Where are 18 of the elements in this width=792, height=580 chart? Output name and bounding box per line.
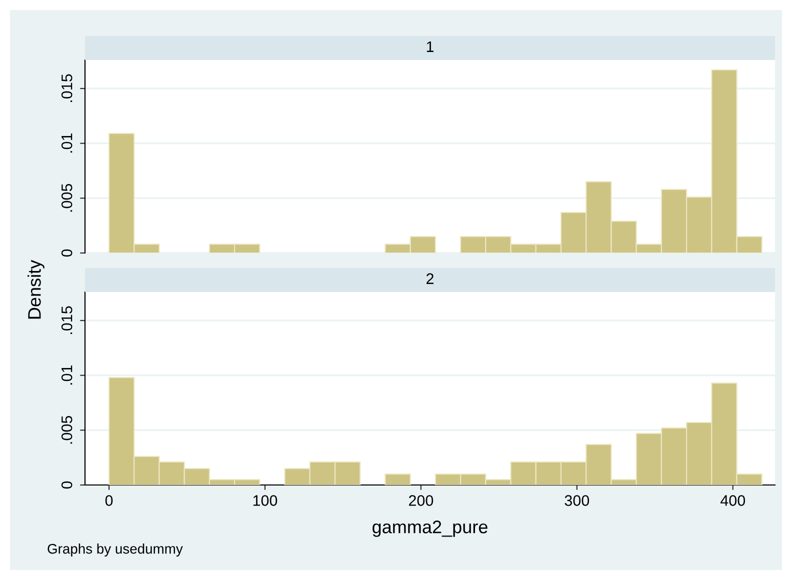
- x-tick-label: 200: [408, 495, 434, 506]
- text: Graphs by usedummy: [48, 544, 183, 556]
- x-tick-label: 100: [253, 495, 278, 506]
- y-tick-label: .005: [61, 416, 72, 444]
- y-tick-label: 0: [61, 481, 72, 489]
- y-tick-label: .01: [61, 365, 72, 385]
- x-tick-label: 300: [564, 495, 590, 506]
- chart-title: 2: [426, 273, 434, 284]
- y-tick-label: .015: [61, 306, 72, 334]
- y-tick-label: .01: [61, 133, 72, 153]
- y-tick-label: .015: [61, 74, 72, 102]
- x-tick-label: 400: [720, 495, 746, 506]
- x-axis-title: gamma2_pure: [372, 520, 488, 537]
- y-axis-title: Density: [28, 260, 44, 319]
- y-tick-label: 0: [61, 249, 72, 257]
- x-tick-label: 0: [105, 495, 113, 506]
- y-tick-label: .005: [61, 184, 72, 212]
- chart-title: 1: [426, 41, 434, 52]
